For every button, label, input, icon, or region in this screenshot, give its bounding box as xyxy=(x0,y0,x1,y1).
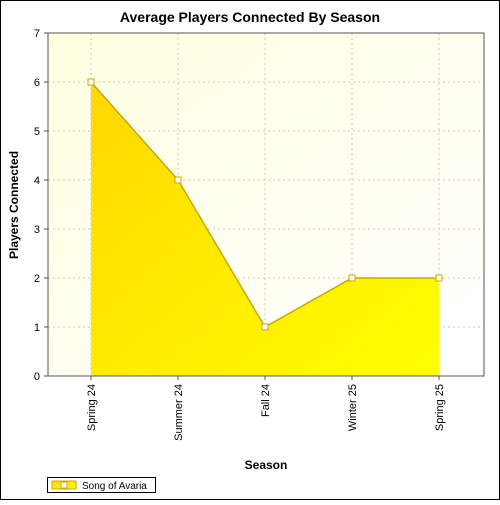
y-tick-label: 0 xyxy=(34,371,40,383)
x-tick-label: Spring 24 xyxy=(86,384,98,431)
legend-marker xyxy=(60,481,68,489)
x-axis-label: Season xyxy=(245,458,288,472)
y-tick-label: 5 xyxy=(34,126,40,138)
chart-title: Average Players Connected By Season xyxy=(120,9,380,25)
x-tick-label: Fall 24 xyxy=(260,384,272,417)
data-point-marker xyxy=(435,274,443,282)
legend-label: Song of Avaria xyxy=(82,481,147,492)
y-tick-label: 7 xyxy=(34,28,40,40)
y-tick-label: 1 xyxy=(34,322,40,334)
y-tick-label: 3 xyxy=(34,224,40,236)
y-tick-label: 6 xyxy=(34,77,40,89)
y-tick-label: 2 xyxy=(34,273,40,285)
y-axis-label: Players Connected xyxy=(7,151,21,259)
x-tick-label: Summer 24 xyxy=(173,384,185,441)
x-tick-label: Winter 25 xyxy=(347,384,359,431)
data-point-marker xyxy=(174,176,182,184)
series-area-fill xyxy=(91,82,439,376)
data-point-marker xyxy=(348,274,356,282)
plot-area-border xyxy=(47,32,485,377)
x-axis: Spring 24 Summer 24 Fall 24 Winter 25 Spring… xyxy=(86,376,446,441)
data-point-marker xyxy=(87,78,95,86)
legend: Song of Avaria xyxy=(47,477,156,493)
x-tick-label: Spring 25 xyxy=(434,384,446,431)
series-markers xyxy=(87,78,443,331)
data-point-marker xyxy=(261,323,269,331)
y-tick-label: 4 xyxy=(34,175,40,187)
y-axis: 0 1 2 3 4 5 6 7 xyxy=(34,28,48,383)
